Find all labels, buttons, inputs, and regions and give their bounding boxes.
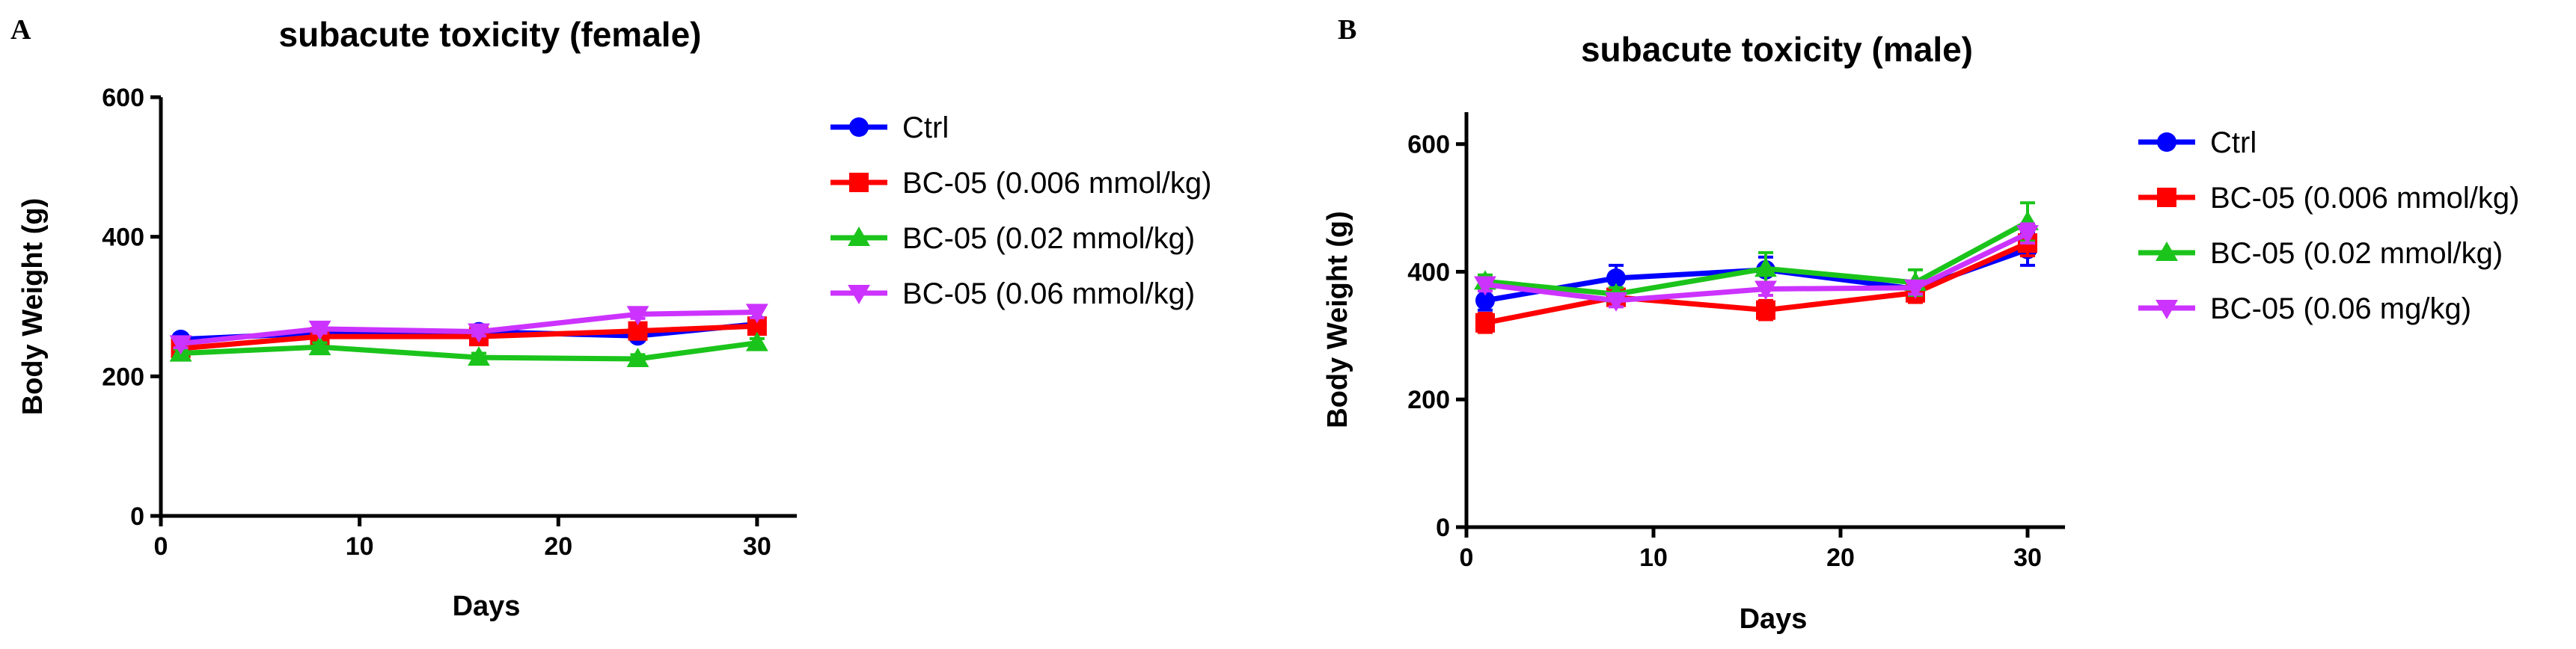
data-point — [745, 304, 768, 324]
legend-marker — [2156, 299, 2178, 319]
data-point — [1605, 292, 1627, 312]
x-tick-label: 30 — [743, 532, 771, 561]
x-tick-label: 10 — [346, 532, 374, 561]
legend-label: BC-05 (0.006 mmol/kg) — [2210, 182, 2519, 215]
series-line — [180, 340, 758, 362]
data-point — [1606, 268, 1626, 288]
y-tick-label: 200 — [1407, 386, 1450, 414]
y-axis-title: Body Weight (g) — [17, 198, 49, 416]
data-point — [468, 323, 490, 343]
legend-label: BC-05 (0.02 mmol/kg) — [902, 222, 1195, 255]
data-point — [1904, 279, 1927, 299]
data-point — [626, 306, 649, 326]
x-tick-label: 20 — [1826, 544, 1855, 572]
legend-label: BC-05 (0.006 mmol/kg) — [902, 167, 1211, 200]
data-point — [308, 320, 331, 340]
chart-male: subacute toxicity (male) Days Body Weight … — [1322, 30, 2519, 635]
data-point — [468, 346, 490, 366]
x-tick-label: 10 — [1639, 544, 1668, 572]
data-point — [1756, 300, 1775, 320]
legend-marker — [849, 173, 869, 192]
legend-marker — [848, 227, 870, 247]
y-axis-title: Body Weight (g) — [1322, 211, 1353, 428]
legend-label: BC-05 (0.06 mmol/kg) — [902, 277, 1195, 310]
x-axis-title: Days — [453, 591, 521, 622]
x-tick-label: 0 — [1460, 544, 1474, 572]
series-3 — [1474, 222, 2039, 312]
data-point — [169, 335, 192, 355]
data-point — [1475, 313, 1495, 333]
data-point — [745, 331, 768, 351]
y-tick-label: 600 — [102, 84, 144, 112]
legend-label: BC-05 (0.02 mmol/kg) — [2210, 237, 2503, 270]
y-tick-label: 0 — [130, 502, 144, 531]
y-tick-label: 200 — [102, 363, 144, 391]
data-point — [1754, 257, 1777, 277]
panel-label-a: A — [10, 14, 31, 46]
legend-marker — [2157, 188, 2176, 207]
legend-label: Ctrl — [2210, 126, 2257, 159]
panel-label-b: B — [1338, 14, 1356, 46]
data-point — [308, 336, 331, 356]
y-tick-label: 0 — [1436, 514, 1450, 542]
legend-marker — [2156, 242, 2178, 262]
legend-marker — [2157, 132, 2176, 152]
data-point — [1474, 276, 1496, 296]
data-point — [1754, 280, 1777, 301]
x-axis-title: Days — [1740, 603, 1808, 635]
data-point — [1475, 290, 1495, 310]
y-tick-label: 400 — [1407, 258, 1450, 286]
x-tick-label: 30 — [2013, 544, 2042, 572]
x-tick-label: 0 — [154, 532, 168, 561]
chart-female: subacute toxicity (female) Days Body Weigh… — [17, 15, 1211, 622]
series-3 — [169, 304, 768, 355]
legend-label: Ctrl — [902, 111, 949, 144]
data-point — [626, 348, 649, 368]
chart-title: subacute toxicity (female) — [279, 15, 702, 54]
y-tick-label: 600 — [1407, 131, 1450, 159]
y-tick-label: 400 — [102, 224, 144, 252]
chart-title: subacute toxicity (male) — [1581, 30, 1973, 69]
legend-marker — [848, 284, 870, 304]
data-point — [2016, 225, 2039, 245]
legend-marker — [849, 117, 869, 137]
x-tick-label: 20 — [544, 532, 572, 561]
legend-label: BC-05 (0.06 mg/kg) — [2210, 292, 2471, 325]
